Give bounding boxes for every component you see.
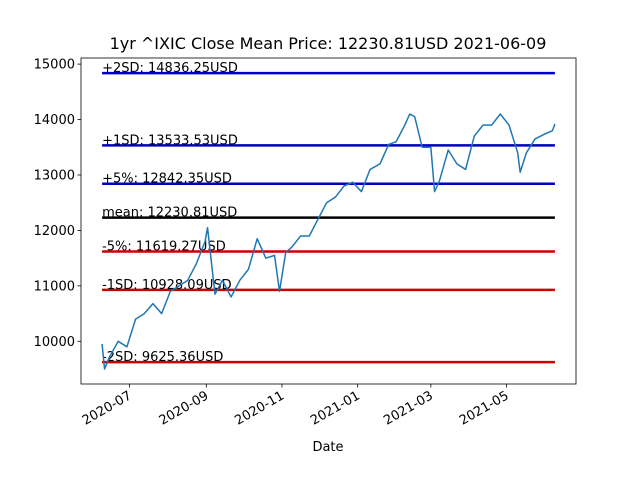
price-line bbox=[101, 113, 556, 370]
level-label: +5%: 12842.35USD bbox=[102, 172, 232, 187]
level-label: mean: 12230.81USD bbox=[102, 206, 237, 221]
x-tick-label: 2020-11 bbox=[232, 388, 287, 428]
level-label: +1SD: 13533.53USD bbox=[102, 133, 238, 148]
level-label: -5%: 11619.27USD bbox=[102, 240, 226, 255]
x-tick-label: 2021-05 bbox=[457, 388, 512, 428]
x-axis-label: Date bbox=[312, 440, 343, 455]
x-tick-label: 2021-01 bbox=[308, 388, 363, 428]
level-label: -2SD: 9625.36USD bbox=[102, 350, 223, 365]
chart-title: 1yr ^IXIC Close Mean Price: 12230.81USD … bbox=[110, 34, 547, 53]
x-tick-label: 2021-03 bbox=[381, 388, 436, 428]
x-tick-label: 2020-07 bbox=[80, 388, 135, 428]
x-tick-label: 2020-09 bbox=[157, 388, 212, 428]
y-tick-label: 15000 bbox=[34, 58, 75, 73]
level-label: -1SD: 10928.09USD bbox=[102, 278, 232, 293]
level-label: +2SD: 14836.25USD bbox=[102, 61, 238, 76]
y-tick-label: 11000 bbox=[34, 279, 75, 294]
y-tick-label: 10000 bbox=[34, 335, 75, 350]
y-tick-label: 12000 bbox=[34, 224, 75, 239]
plot-frame bbox=[80, 57, 577, 385]
y-tick-label: 14000 bbox=[34, 113, 75, 128]
y-tick-label: 13000 bbox=[34, 168, 75, 183]
